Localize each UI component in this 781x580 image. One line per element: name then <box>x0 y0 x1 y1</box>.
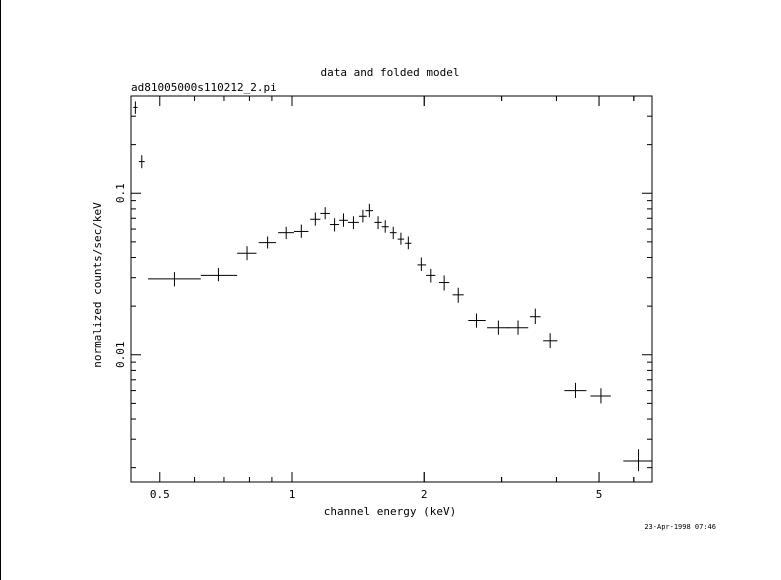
data-point <box>426 268 436 283</box>
y-tick-label: 0.01 <box>114 342 127 369</box>
timestamp: 23-Apr-1998 07:46 <box>644 523 716 531</box>
x-tick-label: 0.5 <box>150 488 170 501</box>
data-point <box>487 320 510 335</box>
data-point <box>590 388 611 404</box>
data-point <box>381 220 389 233</box>
data-point <box>339 213 348 227</box>
data-point <box>347 216 359 230</box>
data-point <box>310 212 321 226</box>
plot-frame <box>130 95 653 483</box>
data-points <box>133 101 652 472</box>
chart-subtitle: ad81005000s110212_2.pi <box>131 81 277 94</box>
y-axis-label: normalized counts/sec/keV <box>91 202 104 368</box>
data-point <box>405 236 412 250</box>
data-point <box>278 226 294 240</box>
axis-ticks: 0.5 1 2 5 0.01 0.1 <box>114 95 652 501</box>
data-point <box>320 207 330 220</box>
data-point <box>507 320 529 335</box>
data-point <box>529 308 541 325</box>
x-tick-label: 2 <box>421 488 428 501</box>
x-tick-label: 5 <box>596 488 603 501</box>
data-point <box>138 155 145 169</box>
data-point <box>147 272 201 287</box>
data-point <box>329 218 340 232</box>
data-point <box>452 287 464 303</box>
y-tick-label: 0.1 <box>114 183 127 203</box>
data-point <box>133 101 138 114</box>
x-tick-label: 1 <box>289 488 296 501</box>
chart-title: data and folded model <box>320 66 459 79</box>
data-point <box>417 257 427 272</box>
data-point <box>365 203 374 218</box>
data-point <box>374 216 382 230</box>
data-point <box>468 313 486 328</box>
data-point <box>623 449 652 472</box>
data-point <box>564 382 587 398</box>
data-point <box>293 224 309 238</box>
data-point <box>237 246 257 261</box>
data-point <box>389 226 397 240</box>
data-point <box>200 267 238 282</box>
data-point <box>543 333 558 349</box>
data-point <box>258 236 277 249</box>
data-point <box>438 275 450 291</box>
data-point <box>397 232 405 245</box>
data-point <box>358 209 367 223</box>
x-axis-label: channel energy (keV) <box>324 505 456 518</box>
